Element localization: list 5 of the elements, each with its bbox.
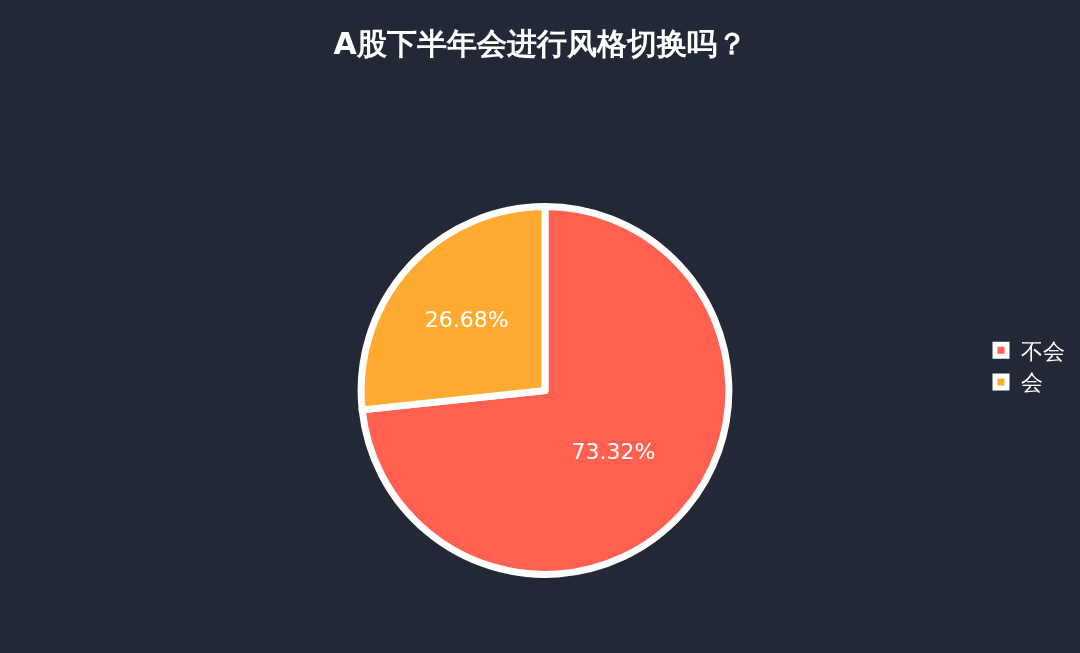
data-label: 26.68% — [424, 307, 509, 333]
chart-title: A股下半年会进行风格切换吗？ — [333, 25, 747, 61]
data-label: 73.32% — [571, 439, 656, 465]
legend-label: 不会 — [1021, 338, 1065, 364]
legend-label: 会 — [1021, 370, 1043, 396]
